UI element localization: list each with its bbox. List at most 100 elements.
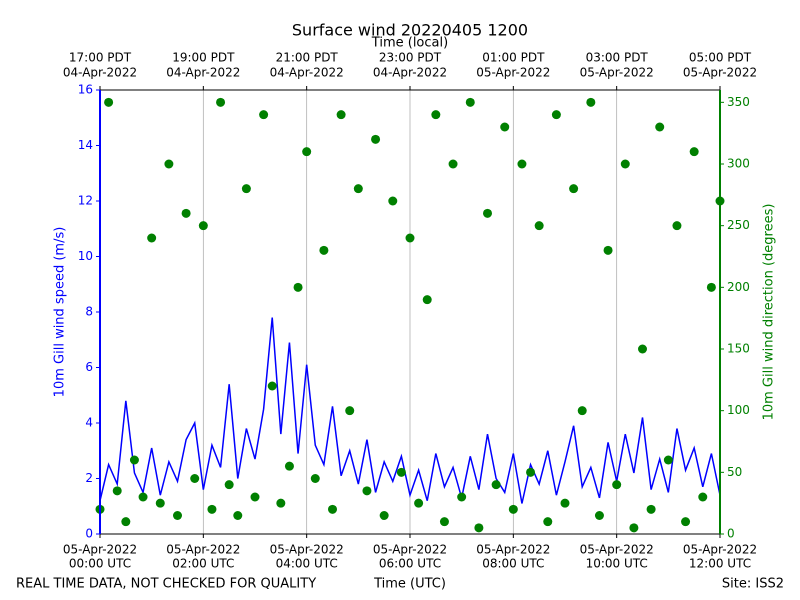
wind-direction-point xyxy=(577,406,587,416)
y-tick-label: 16 xyxy=(78,83,93,97)
wind-direction-point xyxy=(629,523,639,533)
x2-tick-label: 04-Apr-2022 xyxy=(270,66,344,80)
y-tick-label: 0 xyxy=(85,527,93,541)
wind-direction-point xyxy=(233,511,243,520)
y2-tick-label: 350 xyxy=(727,95,750,109)
x-tick-label: 05-Apr-2022 xyxy=(166,543,240,557)
x-tick-label: 02:00 UTC xyxy=(172,557,234,571)
wind-direction-point xyxy=(241,184,251,194)
y2-tick-label: 50 xyxy=(727,465,742,479)
wind-direction-point xyxy=(293,282,303,292)
wind-direction-point xyxy=(457,492,467,502)
x-tick-label: 04:00 UTC xyxy=(276,557,338,571)
x-tick-label: 12:00 UTC xyxy=(689,557,751,571)
x-axis-label: Time (UTC) xyxy=(373,577,446,592)
wind-direction-point xyxy=(388,196,398,206)
x-tick-label: 05-Apr-2022 xyxy=(373,543,447,557)
wind-direction-point xyxy=(586,97,596,107)
x2-tick-label: 19:00 PDT xyxy=(172,51,235,65)
wind-direction-point xyxy=(569,184,579,194)
wind-direction-point xyxy=(216,97,226,107)
wind-direction-point xyxy=(638,344,647,354)
wind-direction-point xyxy=(181,208,191,218)
wind-direction-point xyxy=(155,498,165,508)
y-tick-label: 4 xyxy=(85,416,93,430)
wind-direction-point xyxy=(319,245,329,255)
x2-tick-label: 05:00 PDT xyxy=(689,51,752,65)
y2-tick-label: 200 xyxy=(727,280,750,294)
wind-direction-point xyxy=(603,245,613,255)
y-tick-label: 6 xyxy=(85,360,93,374)
wind-direction-point xyxy=(534,221,544,231)
wind-direction-point xyxy=(491,480,501,490)
wind-direction-point xyxy=(422,295,432,305)
wind-direction-point xyxy=(543,517,553,527)
chart-title: Surface wind 20220405 1200 xyxy=(292,21,528,40)
wind-direction-point xyxy=(328,504,337,514)
y2-axis-label: 10m Gill wind direction (degrees) xyxy=(762,204,777,421)
wind-direction-point xyxy=(439,517,449,527)
wind-direction-point xyxy=(706,282,716,292)
wind-direction-point xyxy=(104,97,114,107)
wind-direction-point xyxy=(474,523,484,533)
wind-direction-point xyxy=(483,208,492,218)
wind-direction-point xyxy=(138,492,148,502)
wind-direction-point xyxy=(207,504,217,514)
wind-direction-point xyxy=(336,110,346,120)
x2-tick-label: 03:00 PDT xyxy=(586,51,649,65)
x2-tick-label: 05-Apr-2022 xyxy=(683,66,757,80)
footer-note: REAL TIME DATA, NOT CHECKED FOR QUALITY xyxy=(16,577,316,592)
wind-direction-point xyxy=(250,492,260,502)
y2-tick-label: 150 xyxy=(727,342,750,356)
wind-direction-point xyxy=(508,504,518,514)
wind-direction-point xyxy=(190,474,200,483)
x-tick-label: 00:00 UTC xyxy=(69,557,131,571)
wind-direction-point xyxy=(198,221,208,231)
x-tick-label: 05-Apr-2022 xyxy=(476,543,550,557)
wind-direction-point xyxy=(224,480,234,490)
wind-direction-point xyxy=(448,159,458,169)
y-tick-label: 8 xyxy=(85,305,93,319)
x-tick-label: 08:00 UTC xyxy=(482,557,544,571)
x2-tick-label: 23:00 PDT xyxy=(379,51,442,65)
x-tick-label: 05-Apr-2022 xyxy=(580,543,654,557)
wind-direction-point xyxy=(681,517,691,527)
wind-direction-point xyxy=(379,511,389,520)
y-tick-label: 2 xyxy=(85,471,93,485)
wind-direction-point xyxy=(560,498,570,508)
x2-tick-label: 01:00 PDT xyxy=(482,51,545,65)
wind-direction-point xyxy=(517,159,527,169)
x2-axis-label: Time (local) xyxy=(371,36,448,51)
wind-direction-point xyxy=(594,511,604,520)
wind-direction-point xyxy=(396,467,406,477)
wind-direction-point xyxy=(147,233,157,243)
wind-direction-point xyxy=(414,498,424,508)
wind-direction-point xyxy=(284,461,294,471)
wind-direction-point xyxy=(310,474,320,483)
wind-direction-point xyxy=(302,147,312,157)
wind-direction-point xyxy=(371,134,381,144)
wind-direction-point xyxy=(465,97,475,107)
wind-direction-point xyxy=(121,517,131,527)
wind-direction-point xyxy=(112,486,122,496)
wind-direction-point xyxy=(259,110,269,120)
wind-direction-point xyxy=(267,381,277,391)
wind-direction-point xyxy=(672,221,682,231)
wind-direction-point xyxy=(173,511,182,520)
wind-direction-point xyxy=(405,233,415,243)
x2-tick-label: 04-Apr-2022 xyxy=(63,66,137,80)
y-tick-label: 12 xyxy=(78,194,93,208)
site-label: Site: ISS2 xyxy=(722,577,784,592)
x2-tick-label: 21:00 PDT xyxy=(276,51,339,65)
x-tick-label: 10:00 UTC xyxy=(586,557,648,571)
wind-direction-point xyxy=(620,159,630,169)
y-tick-label: 14 xyxy=(78,138,93,152)
wind-direction-point xyxy=(276,498,286,508)
wind-direction-point xyxy=(526,467,536,477)
y-tick-label: 10 xyxy=(78,249,93,263)
y2-tick-label: 300 xyxy=(727,157,750,171)
x-tick-label: 05-Apr-2022 xyxy=(63,543,137,557)
wind-direction-point xyxy=(164,159,174,169)
